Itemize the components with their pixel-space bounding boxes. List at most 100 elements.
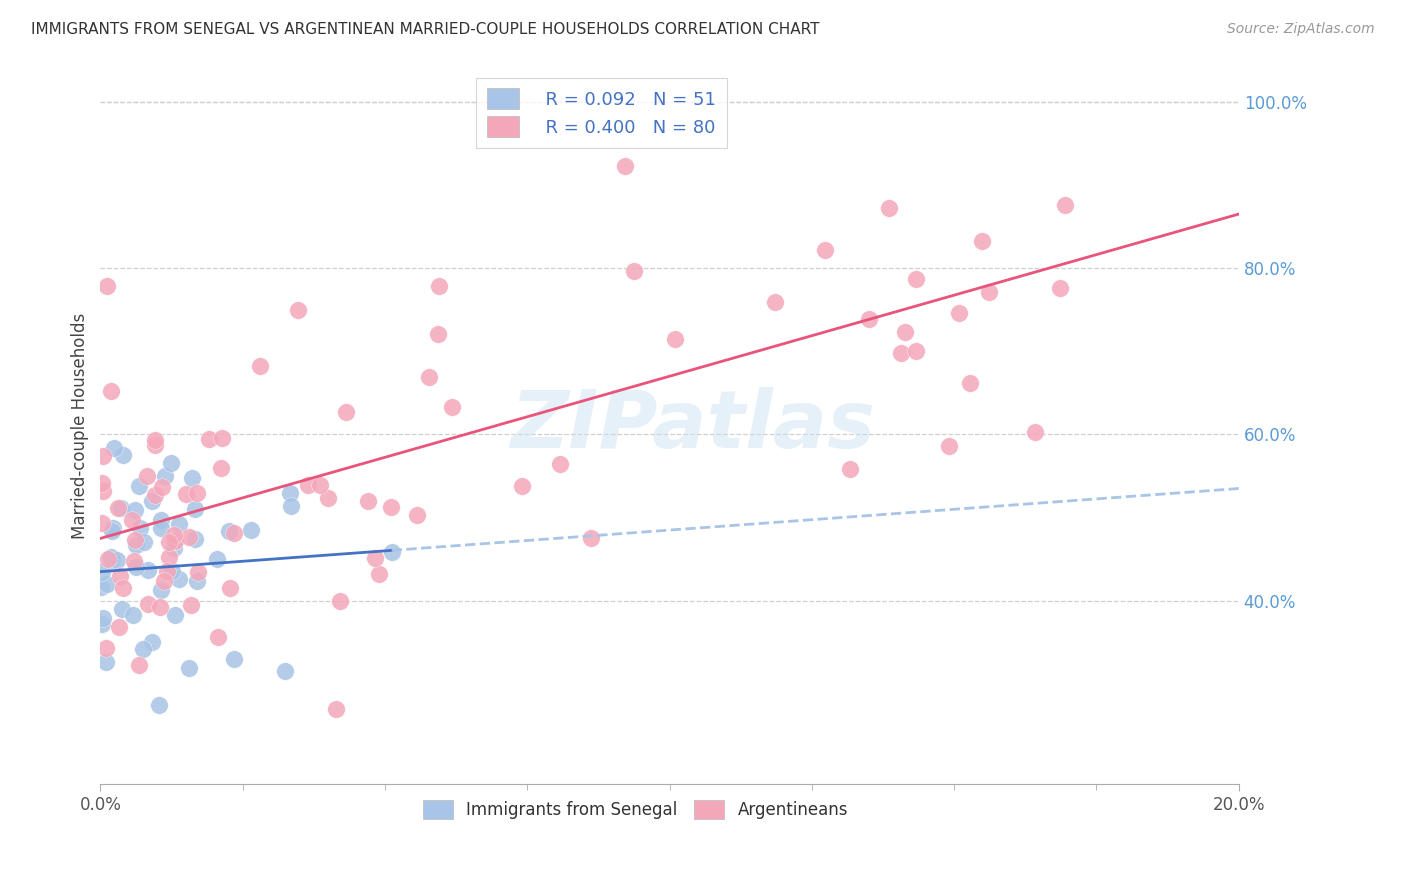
Point [308,477,330,491]
Point [167,573,190,587]
Point [159,456,181,470]
Text: IMMIGRANTS FROM SENEGAL VS ARGENTINEAN MARRIED-COUPLE HOUSEHOLDS CORRELATION CHA: IMMIGRANTS FROM SENEGAL VS ARGENTINEAN M… [31,22,820,37]
Point [94,655,117,669]
Point [904,344,927,359]
Point [335,405,357,419]
Point [970,235,993,249]
Point [187,566,209,580]
Point [128,521,150,535]
Point [124,503,146,517]
Y-axis label: Married-couple Households: Married-couple Households [72,313,89,540]
Point [111,601,134,615]
Point [427,279,450,293]
Point [150,480,173,494]
Point [357,494,380,508]
Point [406,508,429,523]
Point [938,439,960,453]
Point [107,501,129,516]
Point [316,491,339,505]
Point [763,294,786,309]
Point [174,486,197,500]
Text: Source: ZipAtlas.com: Source: ZipAtlas.com [1227,22,1375,37]
Point [218,581,240,595]
Point [181,471,204,485]
Point [143,433,166,447]
Point [163,534,186,549]
Point [1053,198,1076,212]
Point [240,523,263,537]
Point [163,534,186,549]
Point [97,551,120,566]
Point [122,554,145,568]
Point [91,516,114,530]
Point [179,598,201,612]
Point [184,501,207,516]
Point [105,553,128,567]
Point [207,552,229,566]
Point [364,550,387,565]
Point [100,550,122,565]
Point [197,432,219,446]
Point [879,201,901,215]
Point [894,325,917,339]
Point [162,564,184,578]
Point [156,564,179,578]
Point [149,582,172,597]
Point [153,468,176,483]
Point [207,630,229,644]
Point [1049,280,1071,294]
Point [141,635,163,649]
Point [890,346,912,360]
Point [858,311,880,326]
Point [157,534,180,549]
Point [280,486,302,500]
Point [128,478,150,492]
Point [135,469,157,483]
Point [329,593,352,607]
Point [839,461,862,475]
Point [959,376,981,390]
Point [163,608,186,623]
Point [380,500,402,514]
Point [222,652,245,666]
Point [111,448,134,462]
Point [440,400,463,414]
Point [149,600,172,615]
Point [211,431,233,445]
Point [162,541,184,556]
Point [297,478,319,492]
Point [613,160,636,174]
Point [124,533,146,547]
Point [579,531,602,545]
Point [177,530,200,544]
Point [224,526,246,541]
Point [94,641,117,656]
Point [157,549,180,564]
Point [110,500,132,515]
Point [136,563,159,577]
Point [153,574,176,589]
Legend: Immigrants from Senegal, Argentineans: Immigrants from Senegal, Argentineans [416,793,855,825]
Point [141,494,163,508]
Point [93,611,115,625]
Point [381,545,404,559]
Text: ZIPatlas: ZIPatlas [510,387,875,465]
Point [136,597,159,611]
Point [550,458,572,472]
Point [977,285,1000,299]
Point [184,532,207,546]
Point [96,577,118,591]
Point [90,580,112,594]
Point [132,535,155,549]
Point [814,244,837,258]
Point [249,359,271,373]
Point [112,581,135,595]
Point [122,607,145,622]
Point [110,569,132,583]
Point [209,461,232,475]
Point [149,513,172,527]
Point [163,527,186,541]
Point [186,486,208,500]
Point [287,303,309,318]
Point [91,483,114,498]
